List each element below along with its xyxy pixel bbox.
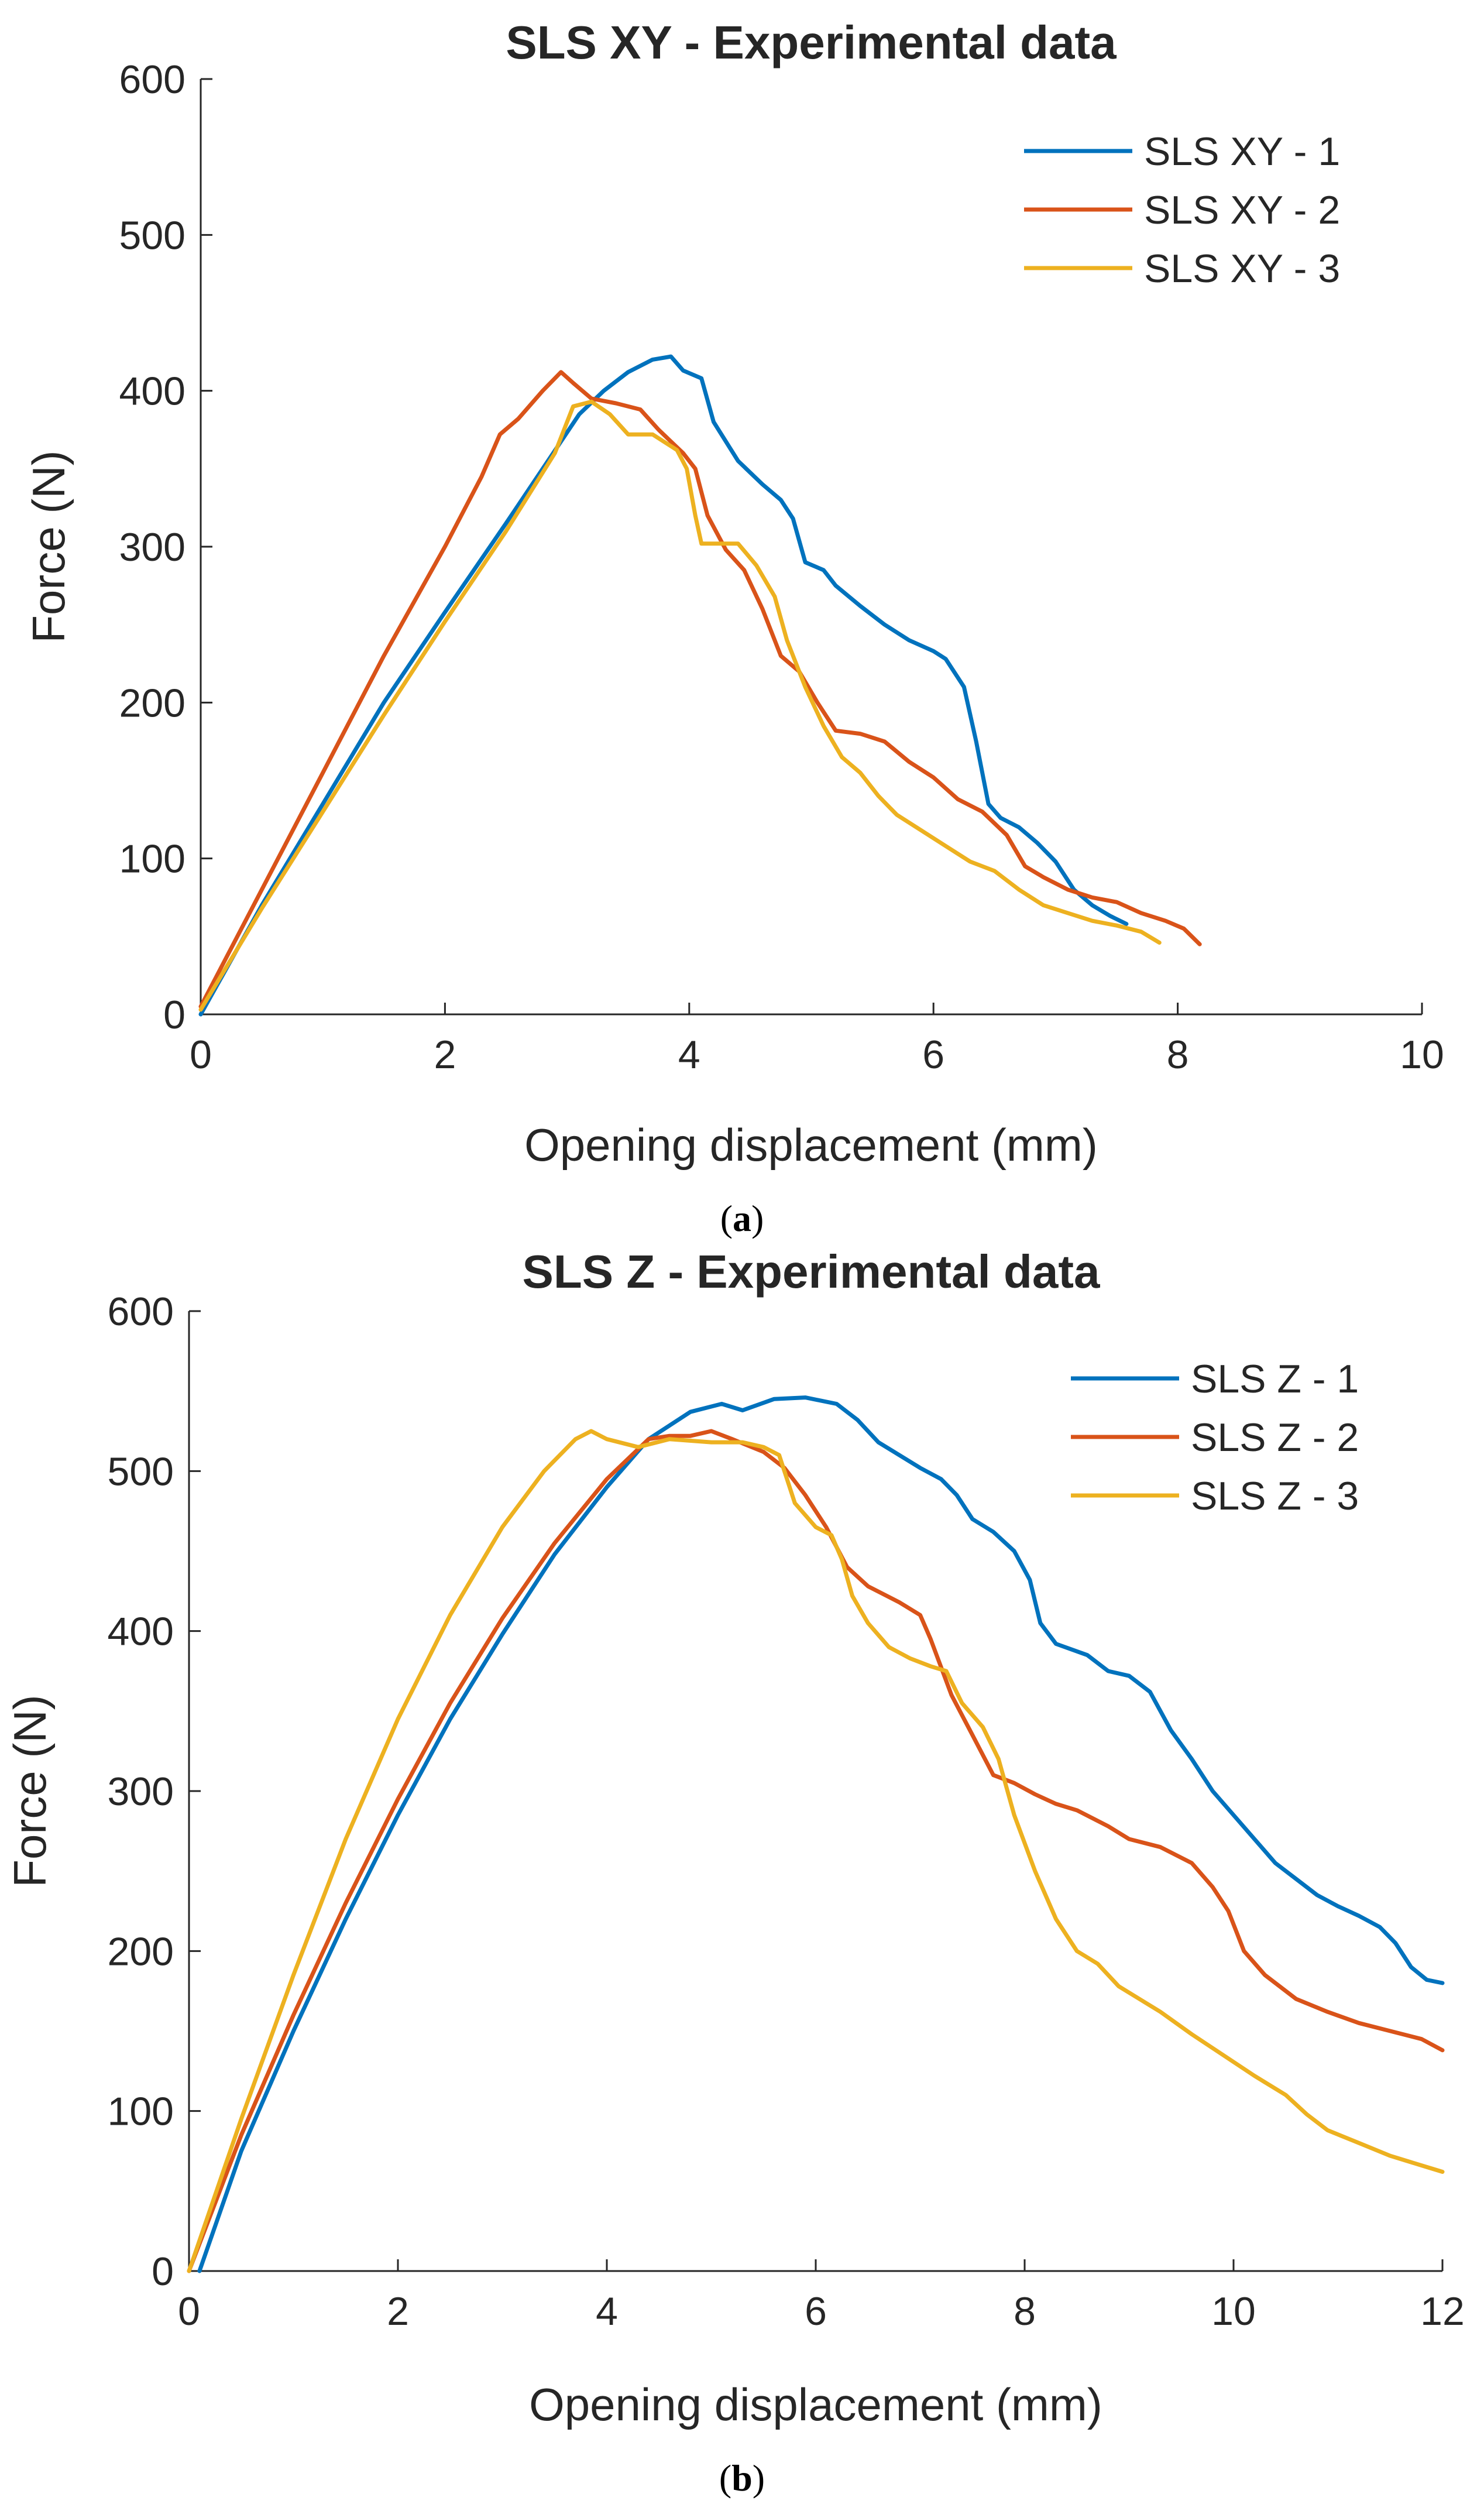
chart-a-y-tick-label: 500 <box>119 213 186 258</box>
chart-a-series-2-line <box>198 370 1202 1009</box>
chart-b-series <box>187 1395 1445 2273</box>
caption-b: (b) <box>719 2457 765 2499</box>
chart-b-x-tick-label: 2 <box>387 2289 409 2334</box>
chart-a-x-tick-label: 8 <box>1167 1032 1189 1077</box>
caption-a-letter: a <box>733 1198 751 1239</box>
chart-a-y-ticks: 0 100 200 300 400 500 600 <box>119 57 212 1037</box>
chart-a-y-label: Force (N) <box>23 450 74 643</box>
chart-b-series-1-line <box>197 1395 1445 2273</box>
chart-b-y-tick-label: 400 <box>108 1610 174 1654</box>
caption-a: (a) <box>720 1198 764 1239</box>
chart-b-x-tick-label: 12 <box>1420 2289 1465 2334</box>
chart-b-title: SLS Z - Experimental data <box>523 1246 1100 1298</box>
chart-a-series-1-line <box>198 354 1129 1017</box>
chart-a-y-tick-label: 400 <box>119 369 186 414</box>
chart-a-y-tick-label: 100 <box>119 837 186 881</box>
chart-a-y-tick-label: 200 <box>119 681 186 725</box>
chart-a-x-ticks: 0 2 4 6 8 10 <box>190 1003 1444 1077</box>
legend-b-label-1: SLS Z - 1 <box>1191 1357 1359 1401</box>
chart-a-title: SLS XY - Experimental data <box>506 16 1117 68</box>
chart-b-y-tick-label: 500 <box>108 1449 174 1494</box>
chart-a-x-tick-label: 0 <box>190 1032 212 1077</box>
chart-b-y-tick-label: 100 <box>108 2090 174 2134</box>
chart-b-y-tick-label: 600 <box>108 1289 174 1334</box>
legend-b-label-3: SLS Z - 3 <box>1191 1474 1359 1518</box>
chart-b-x-tick-label: 0 <box>178 2289 200 2334</box>
legend-a-label-2: SLS XY - 2 <box>1144 188 1340 232</box>
chart-a-x-label: Opening displacement (mm) <box>524 1119 1098 1171</box>
chart-b-y-tick-label: 200 <box>108 1929 174 1974</box>
chart-b-y-tick-label: 300 <box>108 1769 174 1814</box>
chart-a-y-tick-label: 0 <box>163 993 186 1037</box>
chart-a-x-tick-label: 10 <box>1400 1032 1444 1077</box>
caption-b-letter: b <box>731 2457 753 2499</box>
chart-a-y-tick-label: 300 <box>119 525 186 570</box>
legend-b-label-2: SLS Z - 2 <box>1191 1415 1359 1460</box>
chart-a-series-3-line <box>198 399 1162 1012</box>
chart-a-legend: SLS XY - 1 SLS XY - 2 SLS XY - 3 <box>1024 129 1340 291</box>
chart-b-series-3-line <box>187 1429 1445 2273</box>
chart-b-y-ticks: 0 100 200 300 400 500 600 <box>108 1289 201 2294</box>
chart-b-x-tick-label: 6 <box>805 2289 827 2334</box>
chart-b-x-tick-label: 10 <box>1211 2289 1256 2334</box>
legend-a-label-1: SLS XY - 1 <box>1144 129 1340 174</box>
chart-b-y-label: Force (N) <box>4 1694 56 1887</box>
chart-b-legend: SLS Z - 1 SLS Z - 2 SLS Z - 3 <box>1071 1357 1359 1518</box>
chart-a: SLS XY - Experimental data 0 2 4 6 8 10 0 100 2… <box>23 16 1444 1239</box>
chart-a-x-tick-label: 6 <box>922 1032 944 1077</box>
chart-b-y-tick-label: 0 <box>152 2249 174 2294</box>
chart-b-x-ticks: 0 2 4 6 8 10 12 <box>178 2259 1465 2334</box>
chart-b-series-2-line <box>187 1429 1445 2273</box>
chart-b-x-tick-label: 4 <box>596 2289 618 2334</box>
chart-a-x-tick-label: 2 <box>434 1032 456 1077</box>
chart-a-x-tick-label: 4 <box>678 1032 700 1077</box>
chart-b: SLS Z - Experimental data 0 2 4 6 8 10 12 0 100… <box>4 1246 1465 2499</box>
chart-b-x-label: Opening displacement (mm) <box>529 2379 1102 2430</box>
chart-a-y-tick-label: 600 <box>119 57 186 102</box>
legend-a-label-3: SLS XY - 3 <box>1144 246 1340 291</box>
chart-b-x-tick-label: 8 <box>1014 2289 1036 2334</box>
chart-a-series <box>198 354 1202 1017</box>
